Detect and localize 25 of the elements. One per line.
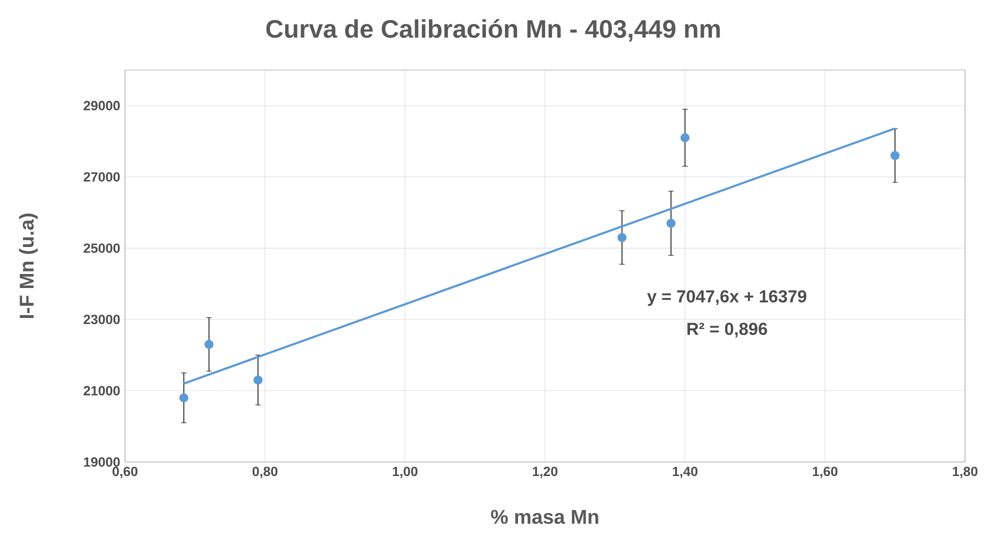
y-tick-label: 19000 [84,457,120,467]
point [617,232,627,242]
x-tick-label: 1,60 [812,466,838,478]
x-tick-label: 1,40 [672,466,698,478]
y-axis-title: I-F Mn (u.a) [19,214,38,318]
point [890,150,900,160]
point [179,393,188,402]
x-tick-label: 1,00 [392,466,418,478]
y-tick-label: 25000 [84,243,120,253]
annotation: R² = 0,896 [687,322,768,338]
annotation: y = 7047,6x + 16379 [647,290,806,306]
y-tick-label: 23000 [84,314,120,324]
x-tick-label: 0,80 [252,466,278,478]
x-tick-label: 1,20 [532,466,558,478]
point [253,376,263,385]
x-tick-label: 1,80 [952,466,978,478]
point [666,218,676,228]
x-tick-label: 0,60 [112,466,138,478]
point [204,340,214,349]
y-tick-label: 27000 [84,172,120,182]
y-tick-label: 29000 [84,100,120,110]
y-tick-label: 21000 [84,386,120,396]
chart-title: Curva de Calibración Mn - 403,449 nm [266,19,720,42]
x-axis-title: % masa Mn [491,510,598,524]
point [680,133,690,142]
